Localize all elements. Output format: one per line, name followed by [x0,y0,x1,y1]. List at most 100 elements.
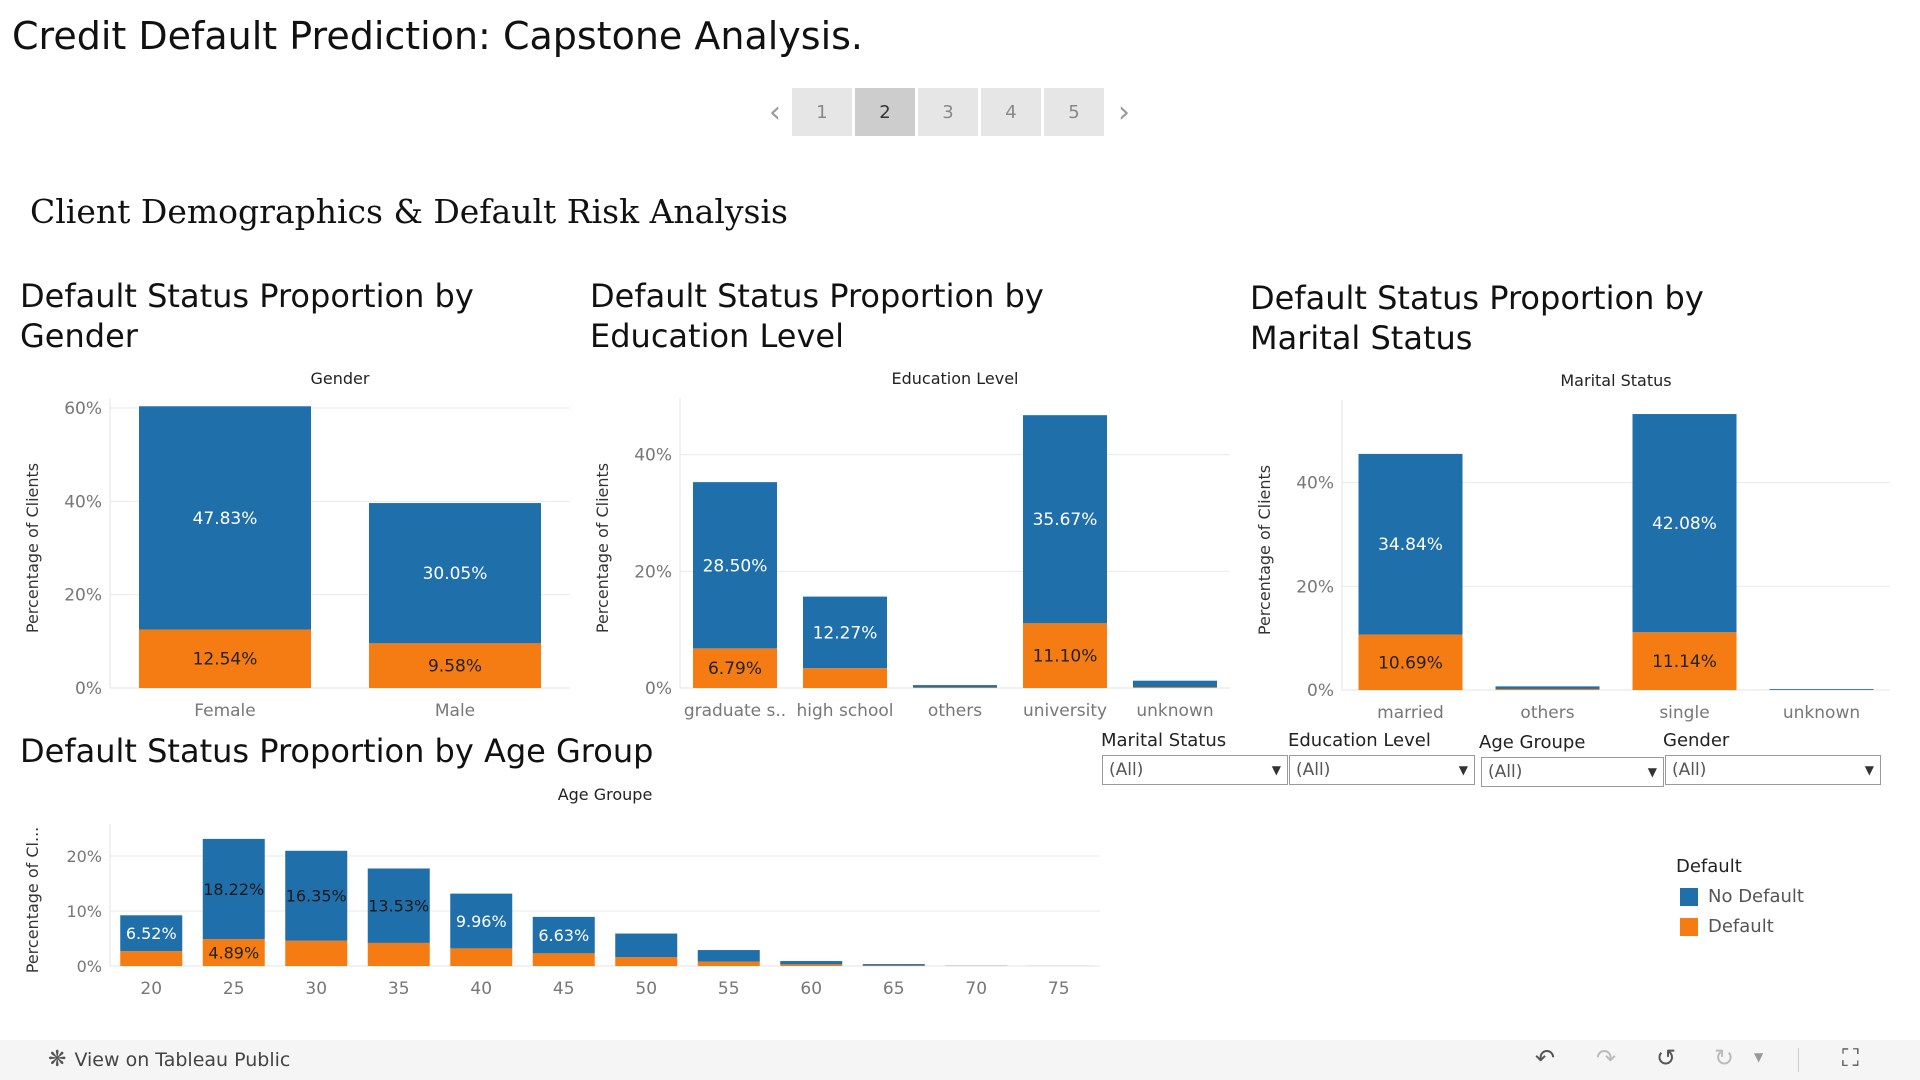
bar-segment-default[interactable] [120,951,183,966]
bar-segment-default[interactable] [285,940,348,966]
x-tick-label: 40 [470,979,492,999]
education-chart-title: Default Status Proportion by Education L… [590,277,1044,355]
x-tick-label: 25 [223,979,245,999]
bar-segment-default[interactable] [369,643,541,688]
revert-icon[interactable]: ↺ [1656,1044,1677,1072]
bar-segment-default[interactable] [697,961,760,966]
story-pager: ‹ 1 2 3 4 5 › [758,88,1141,136]
section-title: Client Demographics & Default Risk Analy… [30,192,788,231]
bar-segment-no-default[interactable] [367,868,430,943]
page-button-3[interactable]: 3 [918,88,978,136]
marital-chart: Marital Status 0% 20% 40% Percentage of Clie… [1255,371,1890,723]
bar-segment-no-default[interactable] [780,961,843,965]
data-label-no-default: 9.96% [456,912,507,931]
bar-segment-no-default[interactable] [1023,415,1107,624]
bar-segment-default[interactable] [1133,687,1217,688]
legend-item-default[interactable]: Default [1680,916,1774,937]
bar-segment-no-default[interactable] [697,950,760,962]
legend-item-no-default[interactable]: No Default [1680,886,1804,907]
chart-header: Education Level [892,369,1019,388]
bar-segment-no-default[interactable] [1495,686,1600,689]
bar-segment-default[interactable] [780,964,843,966]
data-label-no-default: 47.83% [193,509,258,529]
filter-gender[interactable]: (All) ▼ [1665,755,1881,785]
bar-segment-no-default[interactable] [1133,680,1217,688]
x-tick-label: 35 [388,979,410,999]
page-button-5[interactable]: 5 [1044,88,1104,136]
filter-marital-status[interactable]: (All) ▼ [1102,755,1288,785]
bar-segment-default[interactable] [450,948,513,966]
y-tick-label: 60% [64,399,102,419]
bar-segment-default[interactable] [693,648,777,688]
bar-segment-no-default[interactable] [693,482,777,649]
x-tick-label: 30 [305,979,327,999]
y-axis-label: Percentage of Clients [23,463,42,633]
bar-segment-default[interactable] [1358,634,1463,690]
bar-segment-no-default[interactable] [803,596,887,669]
data-label-no-default: 42.08% [1652,514,1717,534]
view-on-tableau-link[interactable]: ❋ View on Tableau Public [48,1047,290,1072]
bar-segment-default[interactable] [803,668,887,688]
undo-icon[interactable]: ↶ [1535,1044,1556,1072]
y-tick-label: 0% [77,957,102,976]
x-tick-label: others [928,701,982,721]
bar-segment-default[interactable] [615,957,678,966]
next-page-icon[interactable]: › [1118,94,1130,130]
y-tick-label: 0% [75,679,102,699]
legend-label: Default [1708,916,1774,937]
x-tick-label: graduate s.. [684,701,786,721]
x-tick-label: married [1377,703,1444,723]
data-label-default: 10.69% [1378,653,1443,673]
x-tick-label: university [1023,701,1107,721]
bar-segment-no-default[interactable] [1769,688,1874,690]
filter-education-level[interactable]: (All) ▼ [1289,755,1475,785]
bar-segment-no-default[interactable] [1358,453,1463,635]
y-axis-label: Percentage of Cl... [23,827,42,973]
page-button-1[interactable]: 1 [792,88,852,136]
bar-segment-no-default[interactable] [532,916,595,954]
tableau-logo-icon: ❋ [48,1047,67,1072]
bar-segment-no-default[interactable] [285,850,348,941]
bar-segment-no-default[interactable] [369,503,541,644]
bar-segment-no-default[interactable] [450,893,513,949]
redo-icon[interactable]: ↷ [1596,1044,1617,1072]
refresh-icon[interactable]: ↻ [1714,1044,1735,1072]
bar-segment-default[interactable] [367,942,430,966]
bar-segment-no-default[interactable] [139,406,311,630]
data-label-default: 11.10% [1033,647,1098,667]
data-label-default: 12.54% [193,650,258,670]
y-tick-label: 10% [66,902,102,921]
x-tick-label: 65 [883,979,905,999]
data-label-no-default: 13.53% [368,897,429,916]
bar-segment-no-default[interactable] [913,685,997,688]
data-label-no-default: 18.22% [203,880,264,899]
filter-age-group[interactable]: (All) ▼ [1481,757,1664,787]
filter-label-age-group: Age Groupe [1479,732,1586,753]
bar-segment-default[interactable] [202,939,265,966]
page-button-4[interactable]: 4 [981,88,1041,136]
bar-segment-default[interactable] [862,965,925,966]
page-button-2[interactable]: 2 [855,88,915,136]
data-label-no-default: 12.27% [813,623,878,643]
bar-segment-no-default[interactable] [615,933,678,958]
bar-segment-default[interactable] [913,687,997,688]
y-tick-label: 40% [64,492,102,512]
legend-swatch-default [1680,917,1698,936]
bar-segment-no-default[interactable] [120,915,183,952]
bar-segment-no-default[interactable] [862,964,925,966]
x-tick-label: single [1659,703,1709,723]
bar-segment-no-default[interactable] [202,838,265,940]
data-label-no-default: 30.05% [423,564,488,584]
dropdown-caret-icon[interactable]: ▼ [1754,1050,1764,1064]
bar-segment-default[interactable] [139,629,311,688]
previous-page-icon[interactable]: ‹ [769,94,781,130]
bar-segment-default[interactable] [1023,623,1107,688]
bar-segment-default[interactable] [532,953,595,966]
bar-segment-default[interactable] [1632,632,1737,690]
dropdown-caret-icon: ▼ [1864,763,1874,777]
x-tick-label: Male [435,701,475,721]
bar-segment-no-default[interactable] [1632,414,1737,633]
x-tick-label: others [1520,703,1574,723]
bar-segment-default[interactable] [1495,688,1600,690]
fullscreen-icon[interactable]: ⛶ [1842,1044,1859,1072]
